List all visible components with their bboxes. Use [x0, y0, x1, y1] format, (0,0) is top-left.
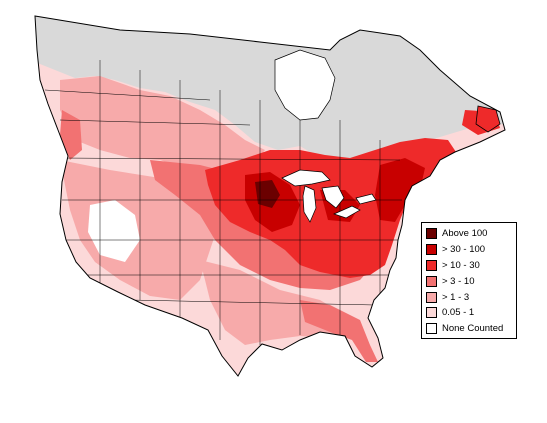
zone-salmon [60, 110, 82, 160]
lake-ontario [355, 193, 377, 205]
lake-erie [333, 205, 361, 219]
hudson-bay [274, 49, 336, 121]
legend-label: None Counted [442, 323, 504, 335]
legend-label: > 1 - 3 [442, 291, 470, 303]
zone-crimson [375, 158, 425, 222]
legend-item-30-100: > 30 - 100 [426, 242, 513, 258]
lake-huron [321, 185, 345, 209]
legend-label: > 10 - 30 [442, 259, 480, 271]
legend-item-0-05-1: 0.05 - 1 [426, 305, 513, 321]
zone-darkest [255, 180, 280, 208]
legend-swatch [426, 228, 437, 240]
legend-label: 0.05 - 1 [442, 307, 475, 319]
zone-white [88, 200, 140, 262]
legend: Above 100 > 30 - 100 > 10 - 30 > 3 - 10 … [421, 222, 517, 339]
lake-superior [281, 169, 331, 187]
legend-swatch [426, 259, 437, 271]
legend-label: Above 100 [442, 228, 488, 240]
legend-swatch [426, 275, 437, 287]
legend-label: > 3 - 10 [442, 275, 475, 287]
legend-item-10-30: > 10 - 30 [426, 258, 513, 274]
lake-michigan [302, 185, 317, 223]
zone-salmon [300, 300, 378, 362]
legend-swatch [426, 291, 437, 303]
legend-item-none-counted: None Counted [426, 321, 513, 337]
legend-swatch [426, 307, 437, 319]
legend-swatch [426, 323, 437, 335]
newfoundland [475, 105, 501, 133]
zone-pale-pink [60, 76, 265, 178]
legend-item-3-10: > 3 - 10 [426, 273, 513, 289]
legend-label: > 30 - 100 [442, 244, 486, 256]
coastline [34, 15, 506, 377]
great-lakes [281, 169, 377, 223]
legend-item-above-100: Above 100 [426, 226, 513, 242]
legend-item-1-3: > 1 - 3 [426, 289, 513, 305]
legend-swatch [426, 244, 437, 256]
